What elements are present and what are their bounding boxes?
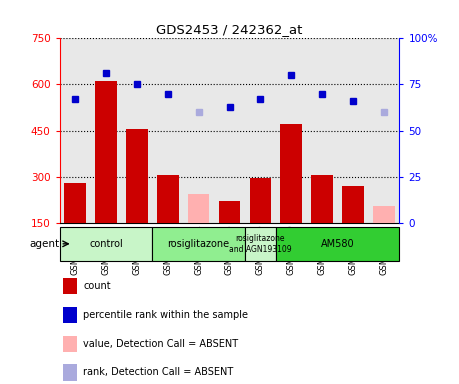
Bar [60,227,152,261]
Bar [311,175,333,223]
Bar [276,227,399,261]
Bar [95,81,117,223]
Text: AM580: AM580 [321,239,354,249]
Bar [245,227,276,261]
Text: percentile rank within the sample: percentile rank within the sample [84,310,248,320]
Bar [152,227,245,261]
Text: value, Detection Call = ABSENT: value, Detection Call = ABSENT [84,339,239,349]
Text: rank, Detection Call = ABSENT: rank, Detection Call = ABSENT [84,367,234,377]
Bar [63,307,77,323]
Bar [188,194,209,223]
Text: rosiglitazone
and AGN193109: rosiglitazone and AGN193109 [229,234,291,253]
Text: rosiglitazone: rosiglitazone [168,239,230,249]
Bar [63,364,77,381]
Bar [63,278,77,294]
Bar [218,201,241,223]
Bar [250,178,271,223]
Bar [64,183,86,223]
Title: GDS2453 / 242362_at: GDS2453 / 242362_at [157,23,302,36]
Text: count: count [84,281,111,291]
Text: agent: agent [29,239,60,249]
Bar [63,336,77,352]
Text: control: control [89,239,123,249]
Bar [126,129,148,223]
Bar [373,206,395,223]
Bar [280,124,302,223]
Bar [157,175,179,223]
Bar [342,186,364,223]
